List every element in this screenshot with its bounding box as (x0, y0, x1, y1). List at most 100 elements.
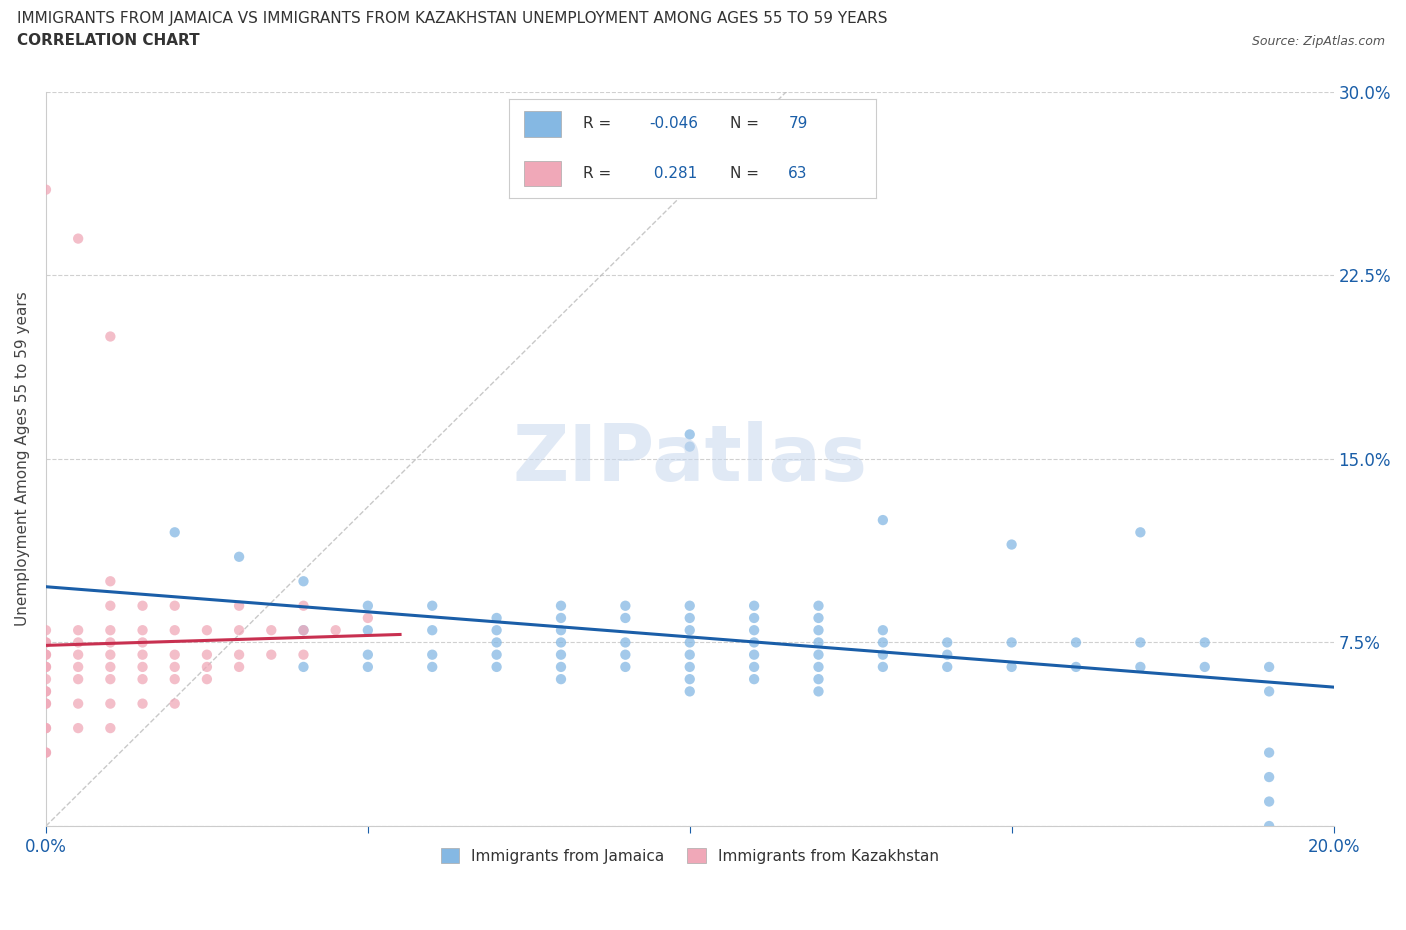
Point (98, 635, 121, 650)
Point (35, 647, 58, 662)
Point (614, 610, 637, 625)
Point (228, 623, 250, 638)
Point (35, 721, 58, 736)
Point (614, 635, 637, 650)
Point (1064, 635, 1087, 650)
Point (195, 659, 218, 674)
Point (163, 697, 186, 711)
Point (35, 182, 58, 197)
Point (163, 671, 186, 686)
Point (67, 721, 90, 736)
Point (228, 550, 250, 565)
Point (98, 697, 121, 711)
Point (35, 721, 58, 736)
Point (1194, 659, 1216, 674)
Point (936, 647, 959, 662)
Point (742, 659, 765, 674)
Point (807, 635, 830, 650)
Point (1258, 684, 1281, 698)
Point (807, 598, 830, 613)
Point (872, 512, 894, 527)
Point (195, 623, 218, 638)
Point (1258, 794, 1281, 809)
Point (67, 623, 90, 638)
Point (67, 635, 90, 650)
Point (131, 647, 153, 662)
Point (98, 721, 121, 736)
Point (1129, 525, 1152, 539)
Point (131, 635, 153, 650)
Point (35, 635, 58, 650)
Point (163, 659, 186, 674)
Point (679, 623, 702, 638)
Point (98, 671, 121, 686)
Point (67, 671, 90, 686)
Point (35, 745, 58, 760)
Point (872, 647, 894, 662)
Point (485, 635, 508, 650)
Point (228, 647, 250, 662)
Point (98, 623, 121, 638)
Point (485, 623, 508, 638)
Point (35, 635, 58, 650)
Point (679, 684, 702, 698)
Legend: Immigrants from Jamaica, Immigrants from Kazakhstan: Immigrants from Jamaica, Immigrants from… (434, 842, 945, 870)
Point (742, 635, 765, 650)
Point (195, 647, 218, 662)
Point (807, 684, 830, 698)
Point (485, 610, 508, 625)
Point (550, 610, 572, 625)
Point (679, 610, 702, 625)
Point (420, 598, 443, 613)
Point (67, 647, 90, 662)
Point (614, 647, 637, 662)
Point (1258, 745, 1281, 760)
Point (1064, 659, 1087, 674)
Point (67, 659, 90, 674)
Point (98, 659, 121, 674)
Point (357, 659, 380, 674)
Point (292, 659, 315, 674)
Point (325, 623, 347, 638)
Point (742, 598, 765, 613)
Point (357, 623, 380, 638)
Point (1258, 770, 1281, 785)
Point (679, 647, 702, 662)
Point (98, 574, 121, 589)
Point (742, 610, 765, 625)
Point (550, 623, 572, 638)
Point (872, 623, 894, 638)
Point (1001, 538, 1024, 552)
Point (550, 647, 572, 662)
Point (742, 671, 765, 686)
Point (1258, 818, 1281, 833)
Point (98, 329, 121, 344)
Y-axis label: Unemployment Among Ages 55 to 59 years: Unemployment Among Ages 55 to 59 years (15, 291, 30, 626)
Point (679, 671, 702, 686)
Point (357, 610, 380, 625)
Text: Source: ZipAtlas.com: Source: ZipAtlas.com (1251, 35, 1385, 48)
Point (98, 598, 121, 613)
Point (1258, 659, 1281, 674)
Text: CORRELATION CHART: CORRELATION CHART (17, 33, 200, 47)
Point (35, 684, 58, 698)
Text: ZIPatlas: ZIPatlas (512, 421, 868, 497)
Point (292, 598, 315, 613)
Point (679, 635, 702, 650)
Point (1129, 635, 1152, 650)
Point (35, 671, 58, 686)
Point (131, 659, 153, 674)
Point (131, 623, 153, 638)
Point (1001, 635, 1024, 650)
Point (35, 659, 58, 674)
Point (936, 659, 959, 674)
Point (679, 659, 702, 674)
Point (872, 659, 894, 674)
Point (872, 635, 894, 650)
Point (292, 623, 315, 638)
Point (228, 659, 250, 674)
Point (35, 684, 58, 698)
Point (67, 697, 90, 711)
Point (35, 647, 58, 662)
Point (131, 598, 153, 613)
